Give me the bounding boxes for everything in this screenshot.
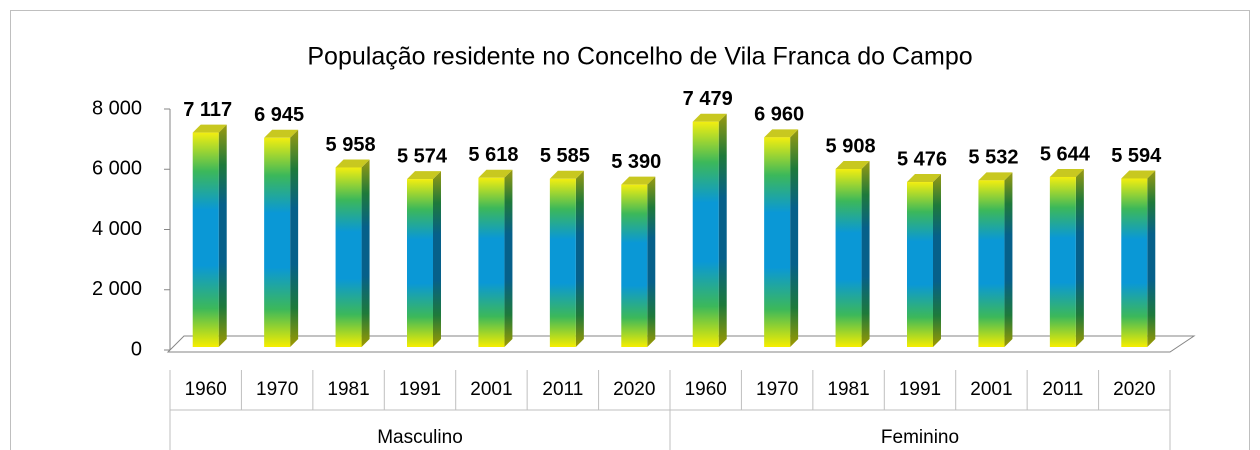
- bar: [835, 169, 862, 347]
- bar-top: [478, 169, 513, 178]
- bar-top: [835, 161, 870, 170]
- bar-top: [692, 113, 727, 122]
- bar: [192, 132, 219, 347]
- x-tick-label: 1970: [756, 379, 798, 400]
- bar-side: [290, 129, 299, 347]
- value-label: 5 618: [468, 144, 518, 166]
- x-tick-label: 2011: [542, 379, 583, 400]
- value-label: 5 644: [1040, 143, 1091, 165]
- group-label: Masculino: [377, 427, 463, 448]
- x-tick-label: 1960: [685, 379, 727, 400]
- bar-top: [264, 129, 299, 138]
- x-tick-label: 1991: [899, 379, 941, 400]
- x-tick-label: 1960: [185, 379, 227, 400]
- floor: [166, 335, 1196, 353]
- y-tick-label: 2 000: [92, 278, 142, 300]
- group-label: Feminino: [881, 427, 959, 448]
- value-label: 5 594: [1111, 145, 1162, 167]
- value-label: 5 390: [611, 151, 661, 173]
- bar-top: [192, 124, 227, 133]
- value-label: 7 479: [683, 88, 733, 110]
- bar: [692, 121, 719, 347]
- bar-side: [790, 129, 799, 347]
- y-tick-label: 6 000: [92, 158, 142, 180]
- chart-title: População residente no Concelho de Vila …: [307, 43, 972, 71]
- bar-side: [361, 159, 370, 347]
- value-label: 6 960: [754, 104, 804, 126]
- bar-side: [861, 161, 870, 347]
- y-tick-label: 8 000: [92, 97, 142, 119]
- bar: [478, 177, 505, 347]
- bar-side: [433, 171, 441, 347]
- bar: [621, 184, 648, 347]
- bar-side: [647, 176, 656, 347]
- x-tick-label: 1981: [327, 379, 369, 400]
- value-label: 5 532: [968, 147, 1018, 169]
- bar-top: [335, 159, 370, 168]
- bar: [549, 178, 576, 347]
- value-label: 5 958: [326, 134, 376, 156]
- value-label: 5 585: [540, 145, 590, 167]
- bar-top: [978, 172, 1013, 181]
- bar-side: [575, 170, 584, 347]
- bar-side: [1147, 170, 1156, 347]
- y-tick-label: 0: [131, 338, 142, 360]
- x-tick-label: 2001: [470, 379, 512, 400]
- x-tick-label: 1981: [827, 379, 869, 400]
- value-label: 6 945: [254, 104, 304, 126]
- bar: [1049, 176, 1076, 347]
- value-label: 5 476: [897, 148, 947, 170]
- value-label: 5 908: [826, 135, 876, 157]
- x-tick-label: 1970: [256, 379, 298, 400]
- bar-top: [407, 171, 441, 180]
- x-tick-label: 2001: [970, 379, 1012, 400]
- bar-side: [218, 124, 227, 347]
- bar-side: [933, 174, 941, 347]
- bar: [764, 137, 791, 347]
- bar-top: [549, 170, 584, 179]
- bar: [264, 137, 291, 347]
- x-tick-label: 2011: [1042, 379, 1083, 400]
- bar-top: [907, 174, 941, 183]
- bar-top: [1121, 170, 1156, 179]
- value-label: 7 117: [183, 99, 232, 121]
- bar-top: [621, 176, 656, 185]
- bar-side: [1004, 172, 1013, 347]
- x-tick-label: 2020: [613, 379, 655, 400]
- bar-top: [1049, 168, 1084, 177]
- bar-side: [504, 169, 513, 347]
- bar-side: [1075, 168, 1084, 347]
- bar-side: [718, 113, 727, 347]
- bar-top: [764, 129, 799, 138]
- x-tick-label: 1991: [399, 379, 441, 400]
- bar: [1121, 178, 1148, 347]
- bar: [407, 179, 433, 347]
- x-tick-label: 2020: [1113, 379, 1155, 400]
- value-label: 5 574: [397, 145, 448, 167]
- bar: [335, 167, 362, 347]
- y-tick-label: 4 000: [92, 218, 142, 240]
- bar: [978, 180, 1005, 347]
- bar: [907, 182, 933, 347]
